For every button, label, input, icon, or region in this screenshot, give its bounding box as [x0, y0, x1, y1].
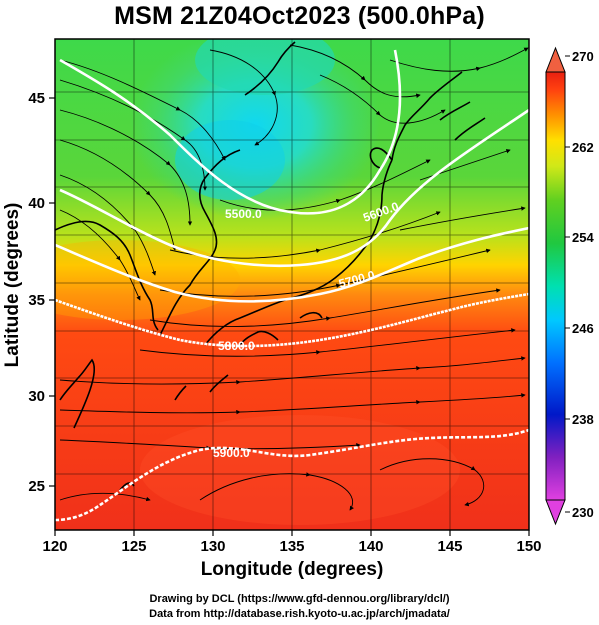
y-tick-label: 40	[28, 195, 45, 212]
x-tick-label: 120	[42, 538, 67, 555]
contour-label-5900: 5900.0	[213, 446, 250, 460]
y-axis-label: Latitude (degrees)	[2, 203, 23, 368]
x-tick-label: 145	[437, 538, 462, 555]
y-tick-labels: 45 40 35 30 25	[28, 90, 45, 495]
colorbar-tick-label: 270	[572, 49, 594, 64]
colorbar-max-triangle	[545, 46, 566, 73]
y-tick-label: 30	[28, 388, 45, 405]
y-tick-label: 45	[28, 90, 45, 107]
map-title: MSM 21Z04Oct2023 (500.0hPa)	[114, 2, 485, 30]
credit-drawing: Drawing by DCL (https://www.gfd-dennou.o…	[149, 593, 450, 605]
wind-streamlines	[59, 44, 529, 511]
colorbar-tick-label: 238	[572, 412, 594, 427]
colorbar-tick-label: 254	[572, 230, 594, 245]
x-tick-label: 150	[516, 538, 541, 555]
y-tick-label: 35	[28, 292, 45, 309]
credit-data-source: Data from http://database.rish.kyoto-u.a…	[149, 608, 450, 620]
contour-label-5500: 5500.0	[225, 207, 262, 221]
colorbar: 270 262 254 246 238 230	[545, 46, 594, 526]
y-tick-label: 25	[28, 478, 45, 495]
colorbar-tick-label: 262	[572, 140, 594, 155]
contour-label-5800: 5800.0	[218, 339, 255, 353]
x-tick-label: 140	[358, 538, 383, 555]
colorbar-min-triangle	[545, 499, 566, 526]
colorbar-tick-label: 246	[572, 321, 594, 336]
height-contours	[55, 49, 529, 522]
x-axis-label: Longitude (degrees)	[201, 559, 384, 580]
axis-ticks	[49, 97, 530, 536]
x-tick-label: 125	[121, 538, 146, 555]
x-tick-label: 130	[200, 538, 225, 555]
x-tick-label: 135	[279, 538, 304, 555]
colorbar-tick-label: 230	[572, 505, 594, 520]
x-tick-labels: 120 125 130 135 140 145 150	[42, 538, 541, 555]
